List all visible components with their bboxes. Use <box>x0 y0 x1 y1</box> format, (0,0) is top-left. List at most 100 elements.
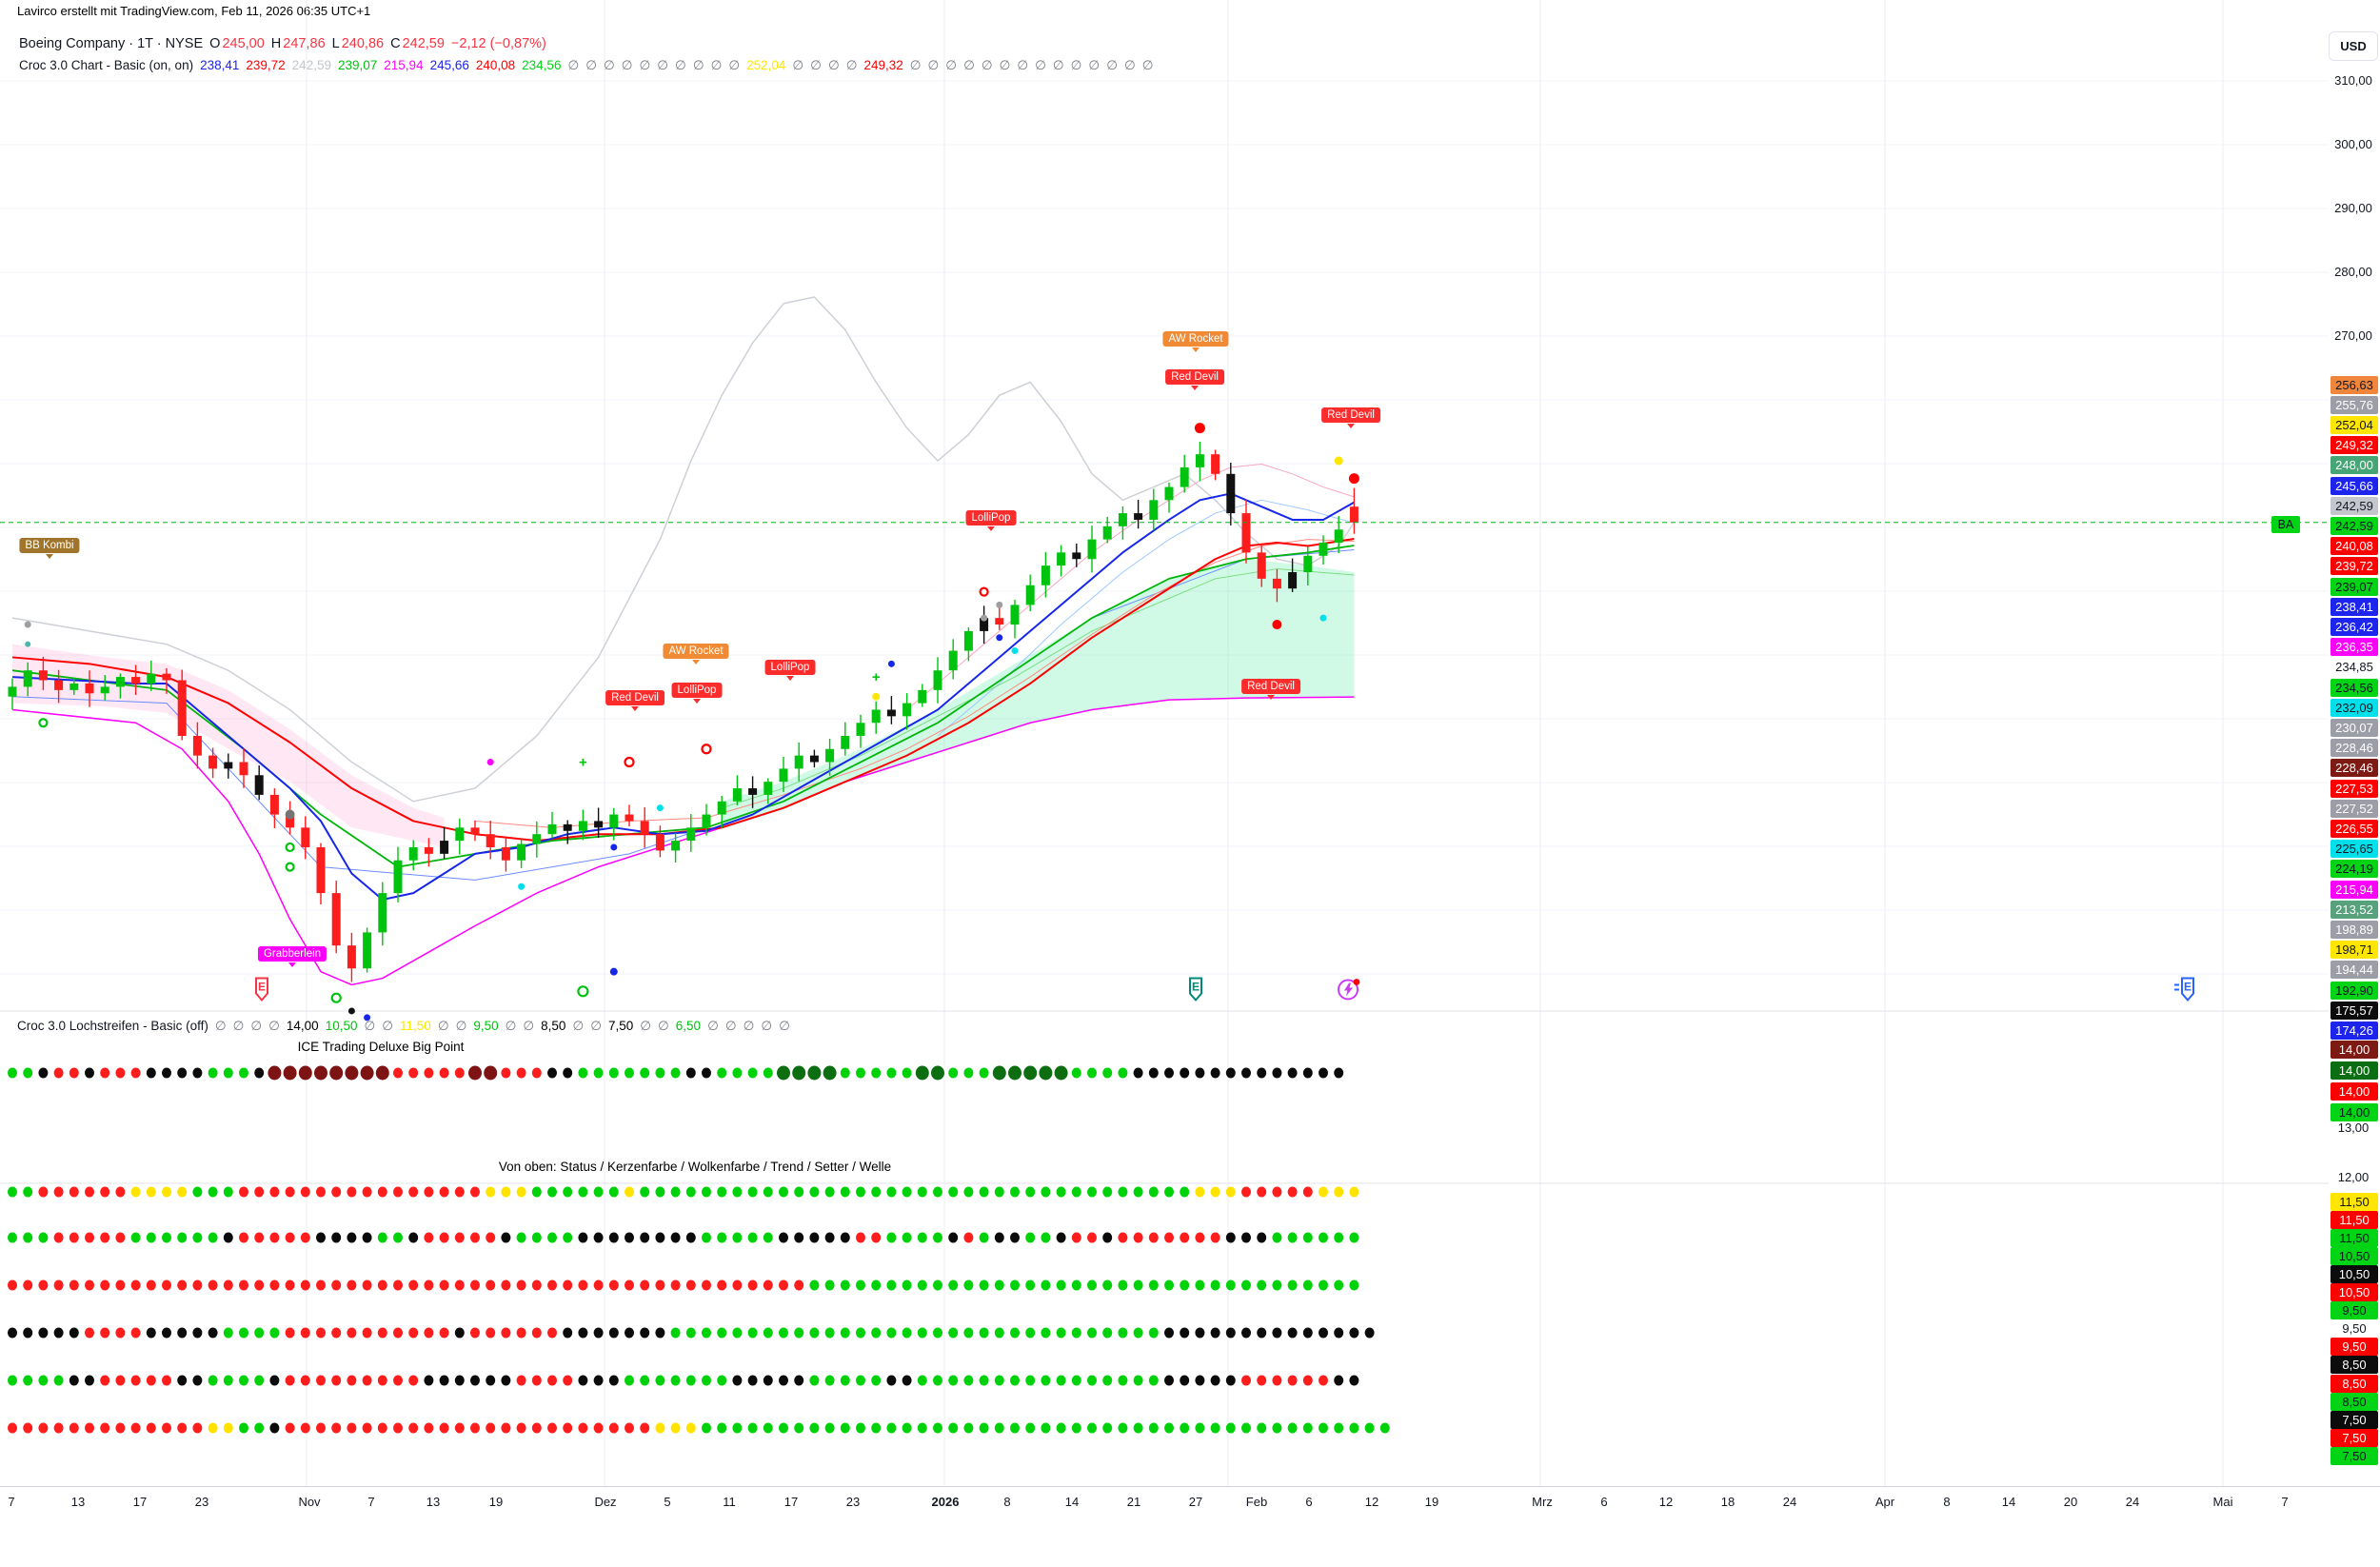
status-row-dot <box>85 1279 94 1291</box>
status-row-dot <box>531 1279 542 1291</box>
signal-label-red-devil: Red Devil <box>605 690 664 705</box>
price-label: 228,46 <box>2330 739 2378 758</box>
status-row-dot <box>902 1327 912 1339</box>
main-chart-canvas[interactable]: ++ <box>0 0 2329 1486</box>
status-row-dot <box>1025 1375 1036 1386</box>
price-label: 228,46 <box>2330 759 2378 778</box>
price-label: 7,50 <box>2330 1446 2378 1465</box>
bigpoint-dot <box>23 1067 33 1079</box>
status-row-dot <box>933 1422 942 1434</box>
status-row-dot <box>1025 1279 1036 1291</box>
indicator-lochstreifen-title[interactable]: Croc 3.0 Lochstreifen - Basic (off) <box>17 1019 208 1033</box>
price-label: 236,42 <box>2330 617 2378 636</box>
status-row-dot <box>331 1279 342 1291</box>
status-row-dot <box>886 1422 897 1434</box>
status-row-dot <box>239 1375 248 1386</box>
bigpoint-dot <box>146 1067 156 1079</box>
candle-body <box>948 650 958 671</box>
status-row-dot <box>1164 1422 1174 1434</box>
status-row-dot <box>963 1327 974 1339</box>
status-row-dot <box>1102 1327 1113 1339</box>
status-row-dot <box>362 1327 372 1339</box>
candle-body <box>316 846 326 894</box>
bigpoint-dot <box>992 1065 1006 1081</box>
status-row-dot <box>779 1232 788 1243</box>
event-e-icon[interactable]: E <box>1182 977 1207 1008</box>
event-e-icon[interactable]: E <box>248 977 273 1008</box>
status-row-dot <box>593 1422 604 1434</box>
status-row-dot <box>100 1279 110 1291</box>
status-row-dot <box>531 1375 542 1386</box>
legend-value: 252,04 <box>746 58 786 72</box>
price-label: 245,66 <box>2330 476 2378 495</box>
bigpoint-dot <box>1133 1067 1143 1079</box>
signal-label-pin <box>987 526 995 531</box>
candle-body <box>1195 454 1204 467</box>
candle-body <box>455 827 465 842</box>
time-axis-label: 6 <box>1600 1495 1608 1509</box>
bigpoint-dot <box>192 1067 203 1079</box>
bigpoint-dot <box>345 1065 359 1081</box>
legend-value: 238,41 <box>200 58 240 72</box>
candle-body <box>486 834 495 847</box>
bigpoint-dot <box>1071 1067 1081 1079</box>
status-row-dot <box>8 1375 17 1386</box>
status-row-dot <box>640 1327 650 1339</box>
bigpoint-dot <box>239 1067 248 1079</box>
status-row-dot <box>747 1232 758 1243</box>
status-row-dot <box>100 1422 110 1434</box>
signal-label-pin <box>786 676 794 681</box>
time-axis-label: 2026 <box>931 1495 960 1509</box>
price-label: 242,59 <box>2330 516 2378 535</box>
status-row-dot <box>608 1375 619 1386</box>
status-row-dot <box>886 1232 897 1243</box>
price-label: 14,00 <box>2330 1040 2378 1059</box>
price-label: 239,72 <box>2330 557 2378 576</box>
status-row-dot <box>23 1186 33 1198</box>
signal-dot <box>1011 647 1019 655</box>
bigpoint-dot <box>871 1067 882 1079</box>
status-row-dot <box>1025 1186 1036 1198</box>
status-row-dot <box>809 1232 820 1243</box>
status-row-dot <box>763 1232 773 1243</box>
status-row-dot <box>316 1186 326 1198</box>
event-flash-icon[interactable] <box>1336 977 1362 1008</box>
currency-button[interactable]: USD <box>2329 31 2378 61</box>
price-label: 174,26 <box>2330 1021 2378 1040</box>
status-row-dot <box>702 1327 711 1339</box>
signal-dot <box>364 1014 371 1022</box>
candle-body <box>963 630 973 651</box>
legend-value: ∅ <box>927 58 940 72</box>
status-row-dot <box>162 1232 171 1243</box>
status-row-dot <box>1319 1375 1328 1386</box>
legend-value: 242,59 <box>402 36 445 51</box>
status-row-dot <box>685 1232 696 1243</box>
status-row-dot <box>1334 1422 1344 1434</box>
symbol-title[interactable]: Boeing Company · 1T · NYSE <box>19 36 204 51</box>
status-row-dot <box>824 1232 835 1243</box>
status-row-dot <box>146 1232 156 1243</box>
legend-value: ∅ <box>909 58 922 72</box>
status-row-dot <box>470 1327 480 1339</box>
bigpoint-dot <box>886 1067 897 1079</box>
legend-value: 247,86 <box>283 36 326 51</box>
price-label: 8,50 <box>2330 1374 2378 1393</box>
status-row-dot <box>377 1279 387 1291</box>
status-row-dot <box>347 1232 357 1243</box>
price-label: 9,50 <box>2330 1338 2378 1357</box>
status-row-dot <box>1364 1422 1375 1434</box>
signal-dot <box>872 692 881 701</box>
time-axis[interactable]: 7 13 17 23 Nov 7 13 19 Dez 5 11 17 23 2026 8 14 21 27 Feb 6… <box>0 1486 2380 1567</box>
status-row-dot <box>809 1279 820 1291</box>
price-label: 256,63 <box>2330 375 2378 394</box>
legend-value: ∅ <box>827 58 840 72</box>
indicator-line-green-main <box>11 545 1355 868</box>
bigpoint-dot <box>516 1067 526 1079</box>
status-row-dot <box>69 1327 79 1339</box>
event-e-icon[interactable]: E <box>2174 977 2199 1008</box>
status-row-dot <box>1118 1422 1128 1434</box>
status-row-dot <box>347 1186 357 1198</box>
status-row-dot <box>670 1375 681 1386</box>
candle-body <box>393 860 403 894</box>
indicator-croc-chart-title[interactable]: Croc 3.0 Chart - Basic (on, on) <box>19 58 194 72</box>
